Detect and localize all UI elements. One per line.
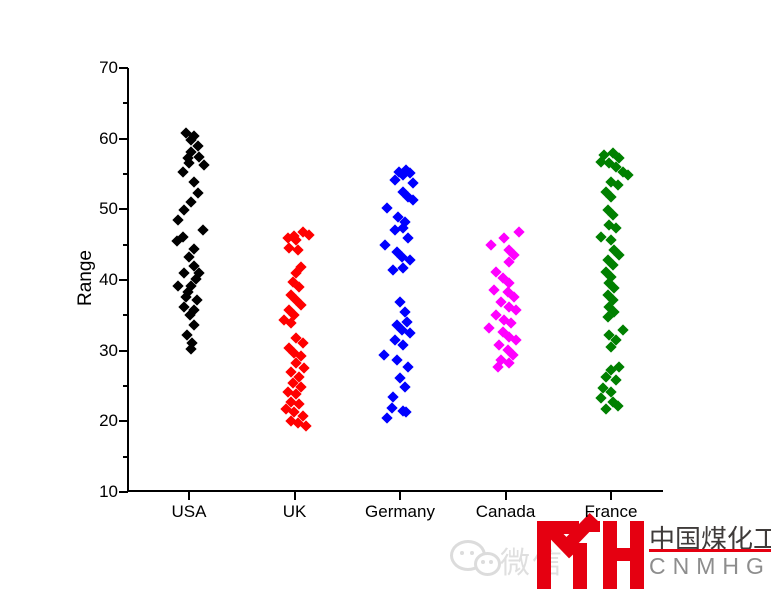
logo-mark-bar	[603, 548, 644, 561]
plot-area	[127, 68, 663, 492]
data-point	[178, 204, 190, 216]
data-point	[617, 324, 629, 336]
data-point	[605, 191, 617, 203]
data-point	[381, 202, 393, 214]
data-point	[399, 381, 411, 393]
y-minor-tick	[123, 455, 128, 458]
y-major-tick	[119, 137, 128, 140]
wechat-bubble-eye	[460, 551, 464, 555]
data-point	[512, 226, 525, 238]
data-point	[172, 279, 184, 292]
x-tick	[504, 492, 507, 500]
y-tick-label: 40	[99, 270, 118, 289]
y-minor-tick	[123, 173, 128, 175]
data-point	[612, 179, 624, 191]
y-tick-label: 10	[99, 482, 118, 501]
y-tick-label: 20	[99, 411, 118, 431]
x-category-label: USA	[171, 502, 207, 521]
y-major-tick	[119, 67, 128, 69]
logo-mark	[537, 512, 644, 589]
y-tick-label: 60	[99, 128, 118, 148]
data-point	[482, 322, 495, 334]
y-major-tick	[119, 279, 128, 281]
y-tick-label: 30	[99, 340, 118, 360]
data-point	[612, 400, 624, 413]
data-point	[391, 354, 403, 366]
x-tick	[399, 492, 401, 500]
wechat-bubble-eye	[489, 560, 493, 564]
data-point	[595, 231, 607, 243]
y-tick-label: 70	[99, 58, 118, 77]
y-minor-tick	[123, 385, 128, 387]
data-point	[387, 264, 399, 276]
y-major-tick	[119, 420, 128, 423]
data-point	[484, 238, 497, 251]
wechat-watermark: 微信	[448, 536, 578, 580]
x-category-label: UK	[282, 502, 307, 521]
x-category-label: France	[584, 502, 638, 521]
x-tick	[293, 492, 296, 500]
data-point	[399, 306, 411, 318]
data-point	[378, 349, 390, 361]
wechat-bubble-eye	[470, 551, 474, 555]
y-minor-tick	[123, 314, 128, 317]
wechat-icon-small	[474, 552, 501, 576]
data-point	[605, 234, 617, 246]
cnmhg-logo: 中国煤化工 CNMHG	[537, 512, 771, 590]
data-point	[497, 232, 510, 244]
logo-mark-bar	[537, 521, 551, 589]
logo-mark-bar	[586, 521, 600, 532]
x-tick	[188, 492, 190, 500]
data-point	[407, 177, 419, 189]
data-point	[185, 195, 197, 208]
y-major-tick	[119, 208, 128, 211]
data-point	[397, 262, 409, 274]
y-minor-tick	[123, 102, 128, 105]
data-point	[178, 267, 190, 279]
data-point	[379, 238, 391, 251]
data-point	[197, 224, 209, 236]
y-major-tick	[119, 491, 128, 493]
x-category-label: Canada	[475, 502, 536, 521]
data-point	[402, 361, 414, 373]
data-point	[192, 187, 204, 199]
data-point	[188, 176, 200, 188]
wechat-bubble-eye	[481, 560, 485, 564]
data-point	[172, 214, 184, 226]
data-point	[386, 402, 398, 414]
data-point	[177, 166, 189, 178]
data-point	[402, 232, 414, 244]
data-point	[381, 412, 393, 424]
y-major-tick	[119, 349, 128, 352]
data-point	[487, 284, 500, 296]
logo-mark-bar	[573, 543, 587, 589]
x-tick	[610, 492, 612, 500]
y-minor-tick	[123, 243, 128, 246]
data-point	[595, 392, 607, 404]
x-category-label: Germany	[365, 502, 435, 521]
data-point	[188, 319, 200, 331]
data-point	[387, 390, 399, 403]
data-point	[291, 243, 304, 256]
logo-divider	[649, 549, 771, 552]
y-tick-label: 50	[99, 199, 118, 219]
data-point	[610, 373, 622, 386]
logo-company-en: CNMHG	[649, 553, 771, 579]
wechat-watermark-label: 微信	[500, 547, 564, 580]
